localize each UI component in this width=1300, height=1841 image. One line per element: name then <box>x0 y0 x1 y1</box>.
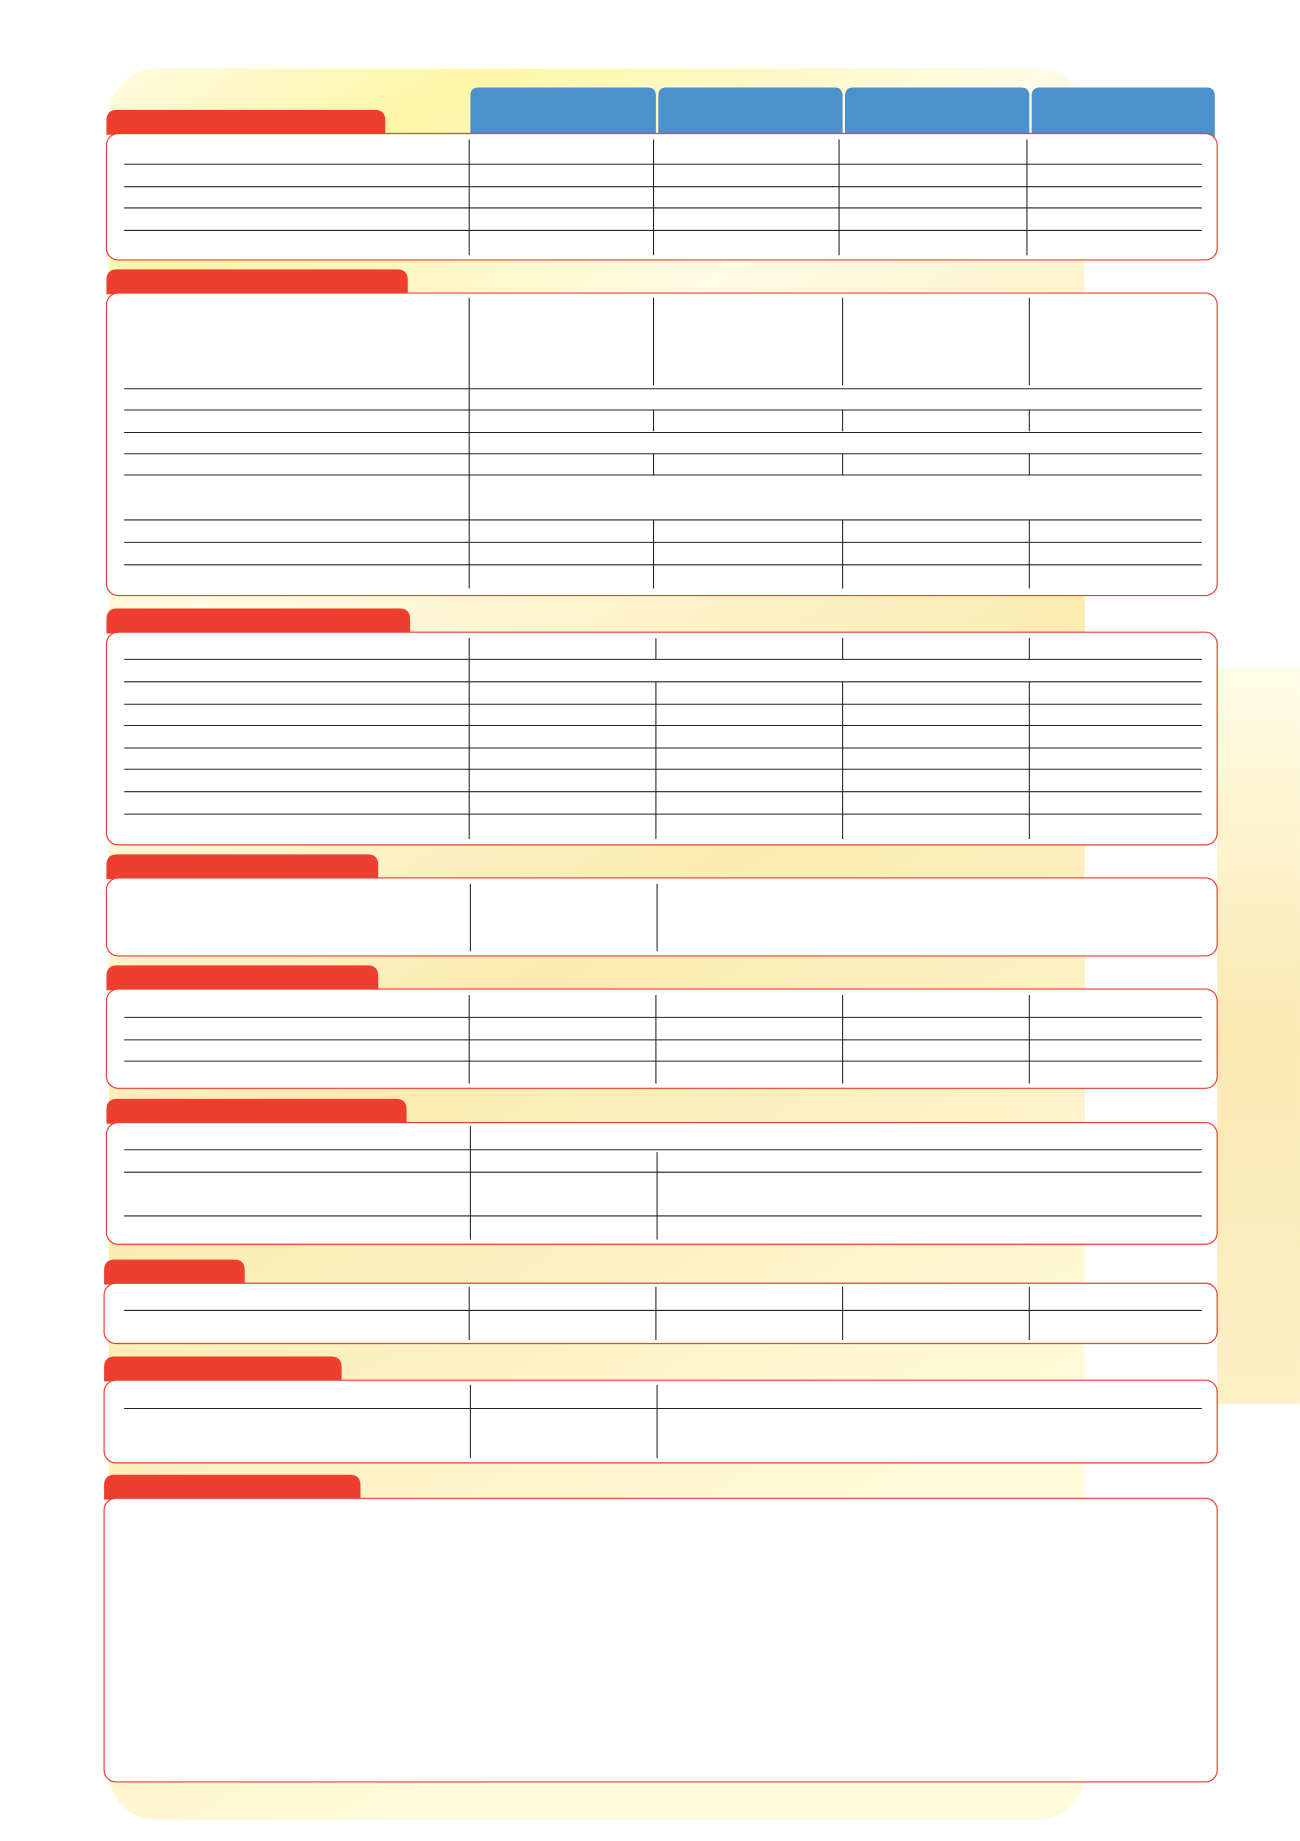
section-box <box>105 877 1218 957</box>
section-tab <box>106 965 379 991</box>
section-box <box>103 1282 1218 1345</box>
section-box <box>103 1379 1218 1464</box>
section-tab <box>104 1356 342 1382</box>
section-box <box>105 988 1218 1089</box>
section-tab <box>106 854 379 880</box>
section-tab <box>106 269 408 295</box>
section-tab <box>106 608 411 634</box>
section-tab <box>104 1474 361 1500</box>
section-box <box>105 292 1218 597</box>
section-box <box>103 1497 1218 1783</box>
section-box <box>105 132 1218 261</box>
column-header <box>658 87 843 140</box>
column-header <box>470 87 656 140</box>
section-tab <box>106 1098 407 1124</box>
section-tab <box>104 1259 245 1285</box>
column-header <box>844 87 1030 140</box>
section-box <box>105 631 1218 846</box>
column-header <box>1031 87 1215 140</box>
section-box <box>105 1121 1218 1245</box>
side-band <box>1217 667 1300 1404</box>
section-tab <box>106 109 386 135</box>
